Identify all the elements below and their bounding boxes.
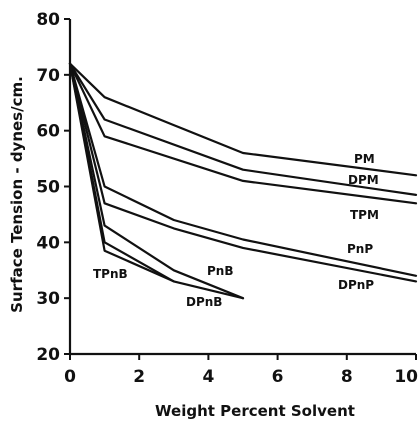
x-tick-label: 2	[133, 367, 145, 387]
y-tick-label: 20	[36, 345, 60, 365]
x-tick-label: 4	[202, 367, 214, 387]
series-label-dpnp: DPnP	[338, 278, 374, 292]
series-label-dpnb: DPnB	[186, 295, 222, 309]
series-label-pnb: PnB	[207, 264, 233, 278]
y-tick-label: 30	[36, 289, 60, 309]
x-tick-label: 6	[272, 367, 284, 387]
series-label-dpm: DPM	[348, 173, 379, 187]
series-line-pnp	[68, 62, 418, 277]
series-label-pnp: PnP	[347, 242, 373, 256]
axis-ticks: 20 30 40 50 60 70 80 0 2 4 6 8 10	[36, 10, 418, 387]
series-lines	[68, 62, 418, 300]
y-tick-label: 40	[36, 233, 60, 253]
y-tick-label: 50	[36, 178, 60, 198]
y-tick-label: 80	[36, 10, 60, 30]
series-line-dpm	[68, 62, 418, 196]
x-axis-title: Weight Percent Solvent	[155, 402, 355, 420]
series-label-tpm: TPM	[350, 208, 379, 222]
x-tick-label: 10	[394, 367, 418, 387]
y-axis-title: Surface Tension - dynes/cm.	[8, 76, 26, 313]
series-line-pm	[68, 62, 418, 177]
y-tick-label: 70	[36, 66, 60, 86]
y-tick-label: 60	[36, 122, 60, 142]
series-line-tpnb	[68, 62, 175, 283]
series-line-pnb	[68, 62, 245, 300]
series-labels: PM DPM TPM PnP DPnP PnB DPnB TPnB	[93, 152, 379, 309]
series-line-tpm	[68, 62, 418, 205]
series-line-dpnp	[68, 62, 418, 283]
series-label-tpnb: TPnB	[93, 267, 128, 281]
x-tick-label: 8	[341, 367, 353, 387]
x-tick-label: 0	[64, 367, 76, 387]
series-label-pm: PM	[354, 152, 375, 166]
